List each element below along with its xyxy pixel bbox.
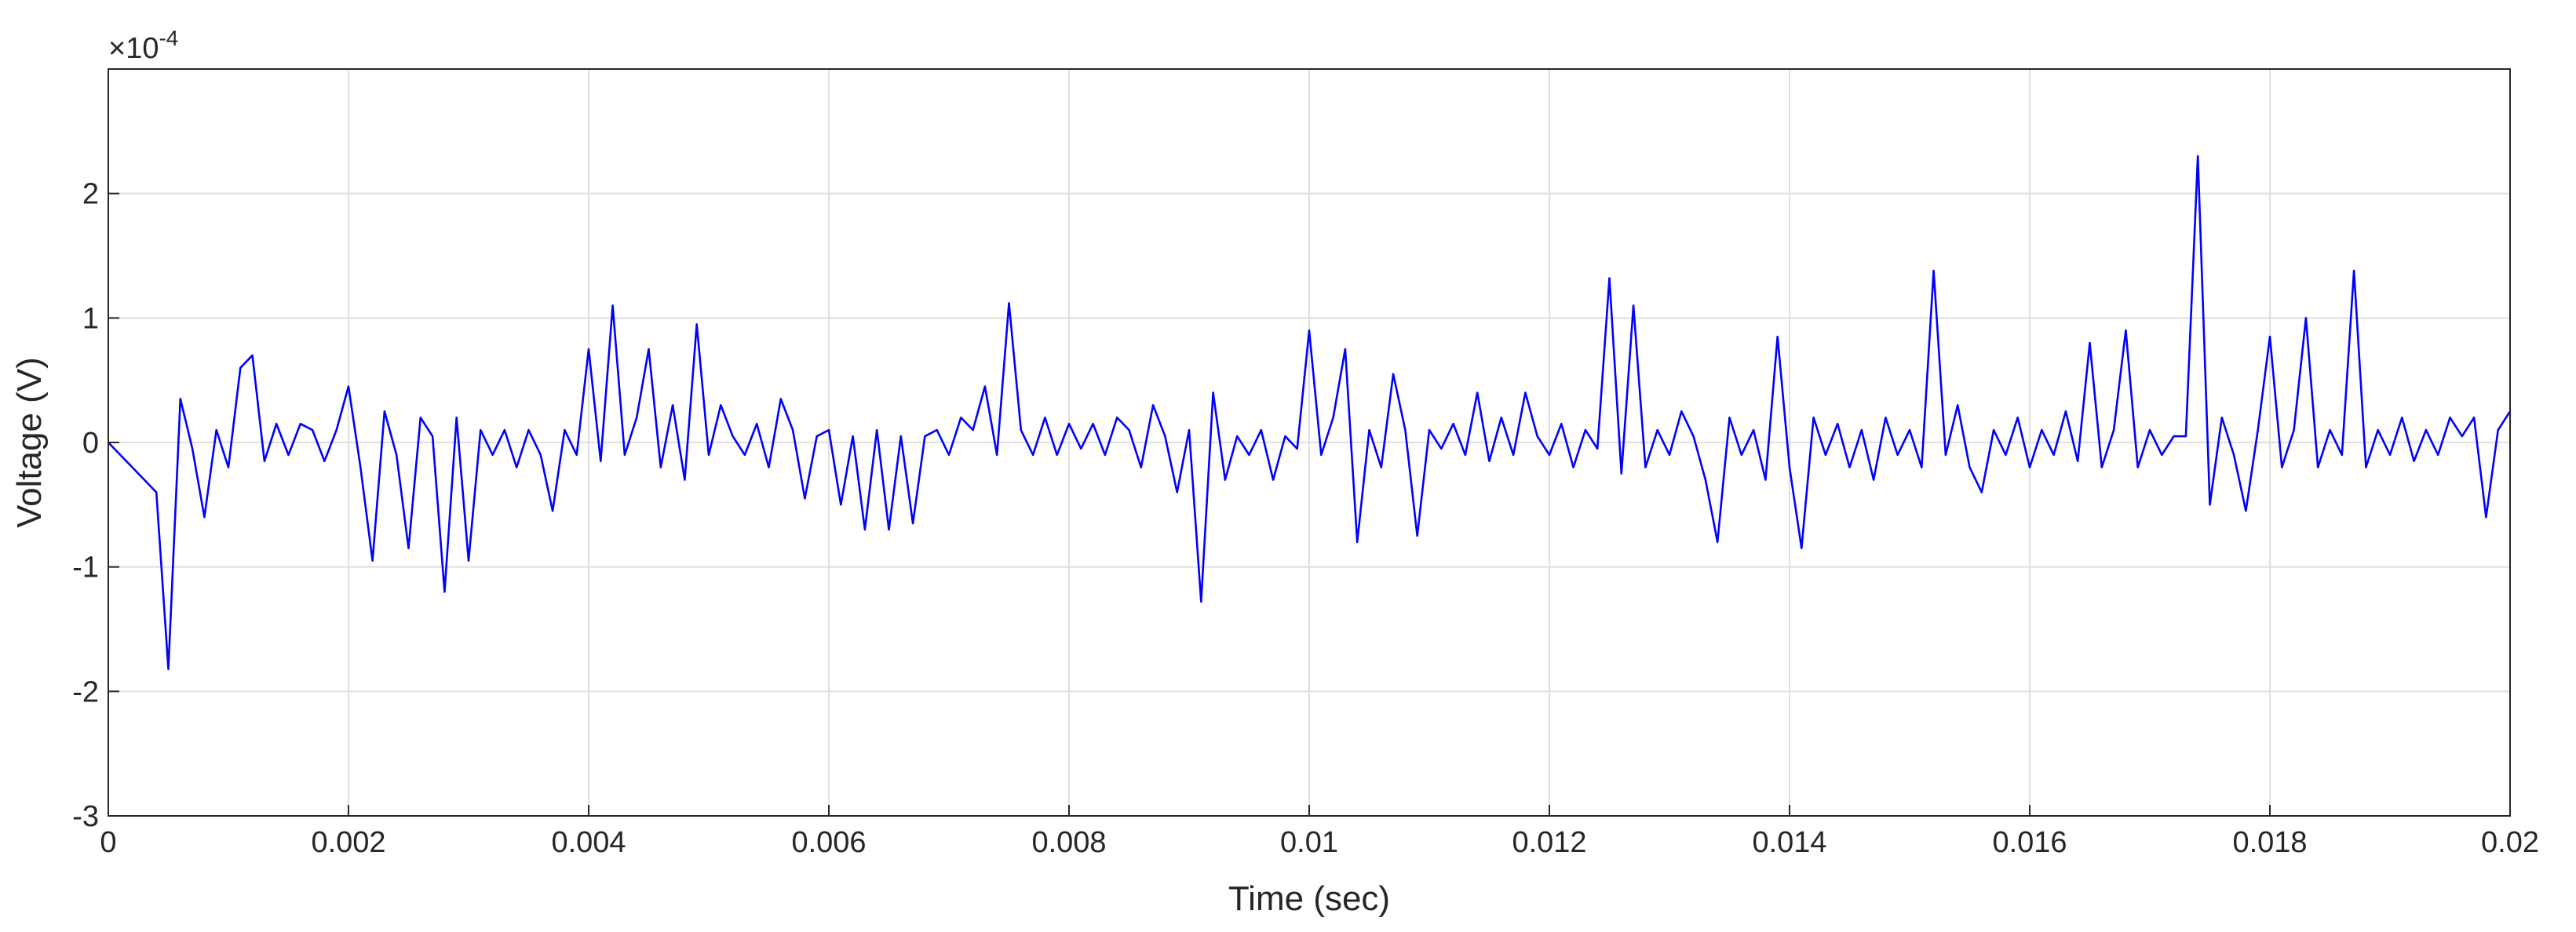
x-tick-label: 0.006 [791, 826, 866, 859]
y-multiplier-exponent: -4 [159, 26, 178, 50]
y-axis-label: Voltage (V) [10, 357, 49, 528]
x-tick-label: 0.008 [1031, 826, 1106, 859]
x-tick-label: 0.004 [551, 826, 626, 859]
x-tick-label: 0 [100, 826, 116, 859]
y-tick-label: 2 [82, 178, 99, 211]
labels: 0 0.002 0.004 0.006 0.008 0.01 0.012 0.014 0.016… [72, 178, 2539, 859]
y-tick-label: -2 [72, 675, 99, 708]
x-tick-label: 0.01 [1280, 826, 1338, 859]
y-tick-label: -3 [72, 800, 99, 833]
y-multiplier-base: ×10 [108, 32, 159, 65]
y-tick-label: 0 [82, 427, 99, 460]
y-tick-label: -1 [72, 552, 99, 584]
x-tick-label: 0.012 [1512, 826, 1586, 859]
x-tick-label: 0.02 [2481, 826, 2539, 859]
data-line [108, 155, 2512, 671]
y-tick-label: 1 [82, 302, 99, 335]
x-tick-label: 0.014 [1752, 826, 1826, 859]
x-tick-label: 0.002 [311, 826, 385, 859]
plot-area [108, 155, 2512, 671]
x-tick-label: 0.018 [2232, 826, 2307, 859]
y-multiplier: ×10-4 [108, 26, 178, 65]
x-axis-label: Time (sec) [1228, 879, 1390, 918]
x-tick-label: 0.016 [1992, 826, 2067, 859]
